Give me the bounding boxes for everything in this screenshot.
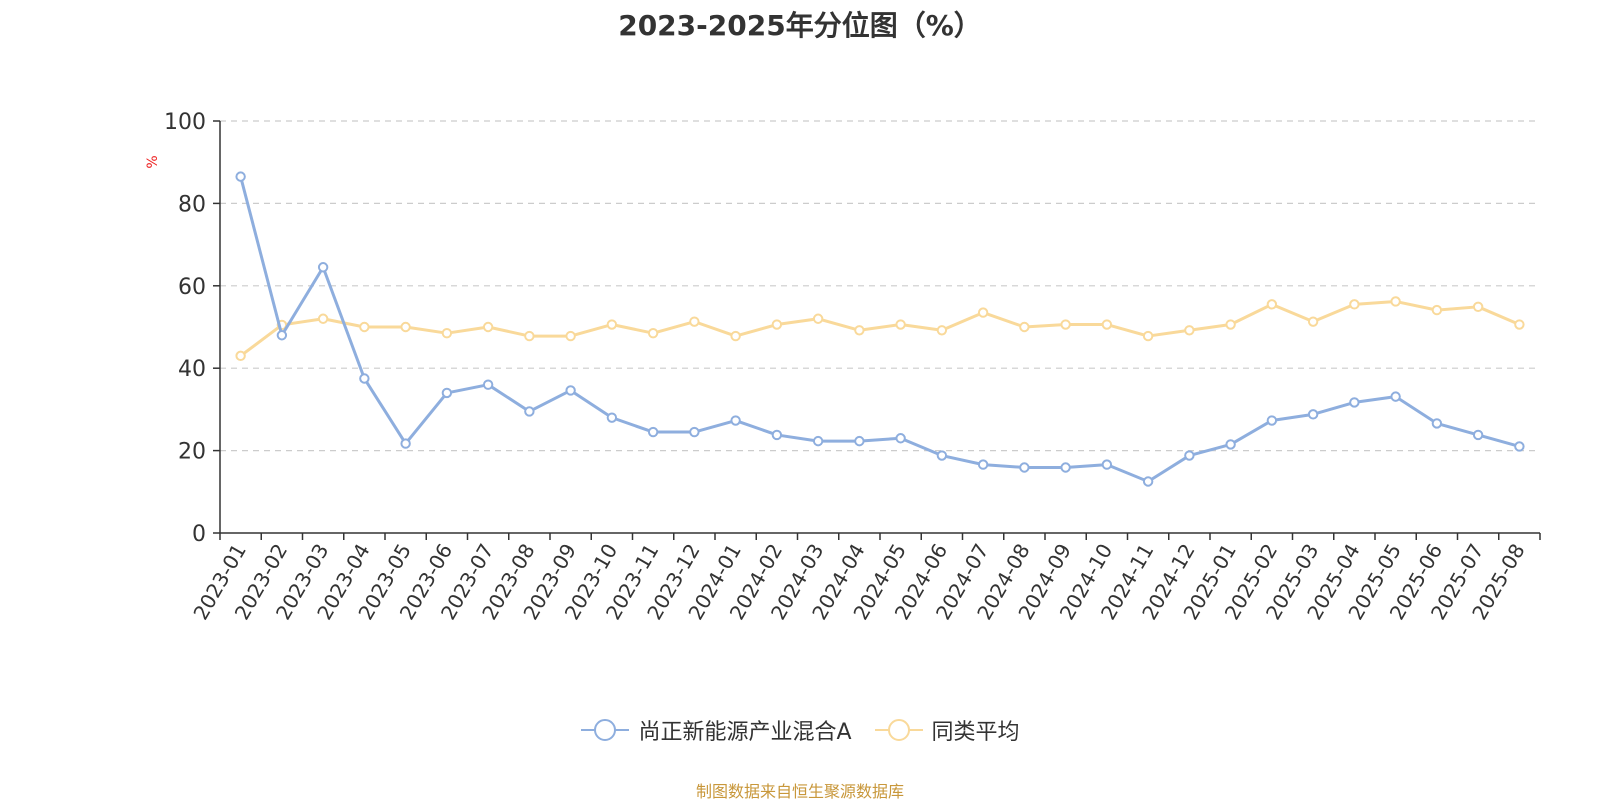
data-point xyxy=(400,321,411,333)
legend-swatch-marker xyxy=(594,719,617,741)
data-point xyxy=(441,327,453,339)
y-tick-label: 80 xyxy=(178,192,206,217)
data-point xyxy=(1307,409,1319,420)
series-line xyxy=(239,299,1521,358)
data-point xyxy=(1514,319,1525,330)
data-point xyxy=(689,316,700,327)
data-point xyxy=(359,373,370,384)
data-point xyxy=(441,387,453,399)
data-point xyxy=(1431,304,1443,316)
data-point xyxy=(1142,476,1154,487)
data-point xyxy=(1472,301,1484,313)
legend-label: 尚正新能源产业混合A xyxy=(638,720,852,745)
data-point xyxy=(854,325,865,336)
legend: 尚正新能源产业混合A 同类平均 xyxy=(0,714,1600,746)
legend-swatch xyxy=(874,719,923,741)
data-point xyxy=(1431,418,1443,429)
y-tick-label: 100 xyxy=(164,110,206,135)
data-point xyxy=(895,319,906,330)
data-point xyxy=(317,313,329,324)
source-note: 制图数据来自恒生聚源数据库 xyxy=(695,782,904,801)
data-point xyxy=(1142,330,1154,342)
data-point xyxy=(565,385,576,396)
y-tick-label: 20 xyxy=(178,440,206,465)
legend-swatch-marker xyxy=(887,719,910,741)
data-point xyxy=(1390,296,1401,307)
data-point xyxy=(1184,325,1195,336)
data-point xyxy=(1225,439,1236,450)
data-point xyxy=(936,325,948,336)
y-tick-label: 0 xyxy=(192,522,206,547)
data-point xyxy=(524,406,535,417)
series-1 xyxy=(235,296,1525,362)
data-point xyxy=(524,330,535,342)
data-point xyxy=(606,319,618,330)
data-point xyxy=(771,429,783,441)
y-axis-unit-label: % xyxy=(145,155,161,168)
data-point xyxy=(400,438,411,449)
data-point xyxy=(1266,299,1278,310)
data-point xyxy=(647,426,659,438)
data-point xyxy=(359,321,370,333)
data-point xyxy=(276,330,288,341)
data-point xyxy=(854,435,865,447)
data-point xyxy=(1101,459,1113,470)
data-point xyxy=(1101,319,1113,330)
legend-item[interactable]: 尚正新能源产业混合A xyxy=(580,714,852,746)
data-point xyxy=(1472,429,1484,441)
data-point xyxy=(730,330,741,342)
data-point xyxy=(689,426,700,438)
data-point xyxy=(771,319,783,330)
legend-label: 同类平均 xyxy=(931,720,1020,745)
data-point xyxy=(235,350,246,362)
legend-swatch xyxy=(581,719,630,741)
data-point xyxy=(235,171,246,182)
y-tick-label: 60 xyxy=(178,275,206,300)
data-point xyxy=(936,450,948,461)
data-point xyxy=(647,327,659,339)
data-point xyxy=(1060,462,1071,473)
data-point xyxy=(977,459,989,470)
series-line xyxy=(239,175,1521,483)
data-point xyxy=(1266,415,1278,426)
data-point xyxy=(482,321,494,333)
axis-layer: 0204060801002023-012023-022023-032023-04… xyxy=(164,110,1541,624)
data-point xyxy=(1225,319,1236,330)
data-point xyxy=(1514,441,1525,452)
series-layer xyxy=(235,171,1525,487)
legend-item[interactable]: 同类平均 xyxy=(874,714,1020,746)
data-point xyxy=(1019,462,1030,473)
data-point xyxy=(1060,319,1071,330)
data-point xyxy=(317,262,329,273)
data-point xyxy=(812,313,824,324)
data-point xyxy=(1390,391,1401,402)
data-point xyxy=(895,433,906,444)
grid-layer xyxy=(220,120,1540,452)
data-point xyxy=(565,330,576,342)
data-point xyxy=(1349,397,1360,408)
data-point xyxy=(606,412,618,423)
data-point xyxy=(1184,450,1195,461)
series-0 xyxy=(235,171,1525,487)
data-point xyxy=(1307,316,1319,327)
data-point xyxy=(977,307,989,318)
data-point xyxy=(730,415,741,426)
data-point xyxy=(482,379,494,390)
data-point xyxy=(1019,321,1030,333)
y-tick-label: 40 xyxy=(178,357,206,382)
data-point xyxy=(1349,299,1360,310)
data-point xyxy=(812,435,824,447)
chart-title: 2023-2025年分位图（%） xyxy=(618,9,982,42)
